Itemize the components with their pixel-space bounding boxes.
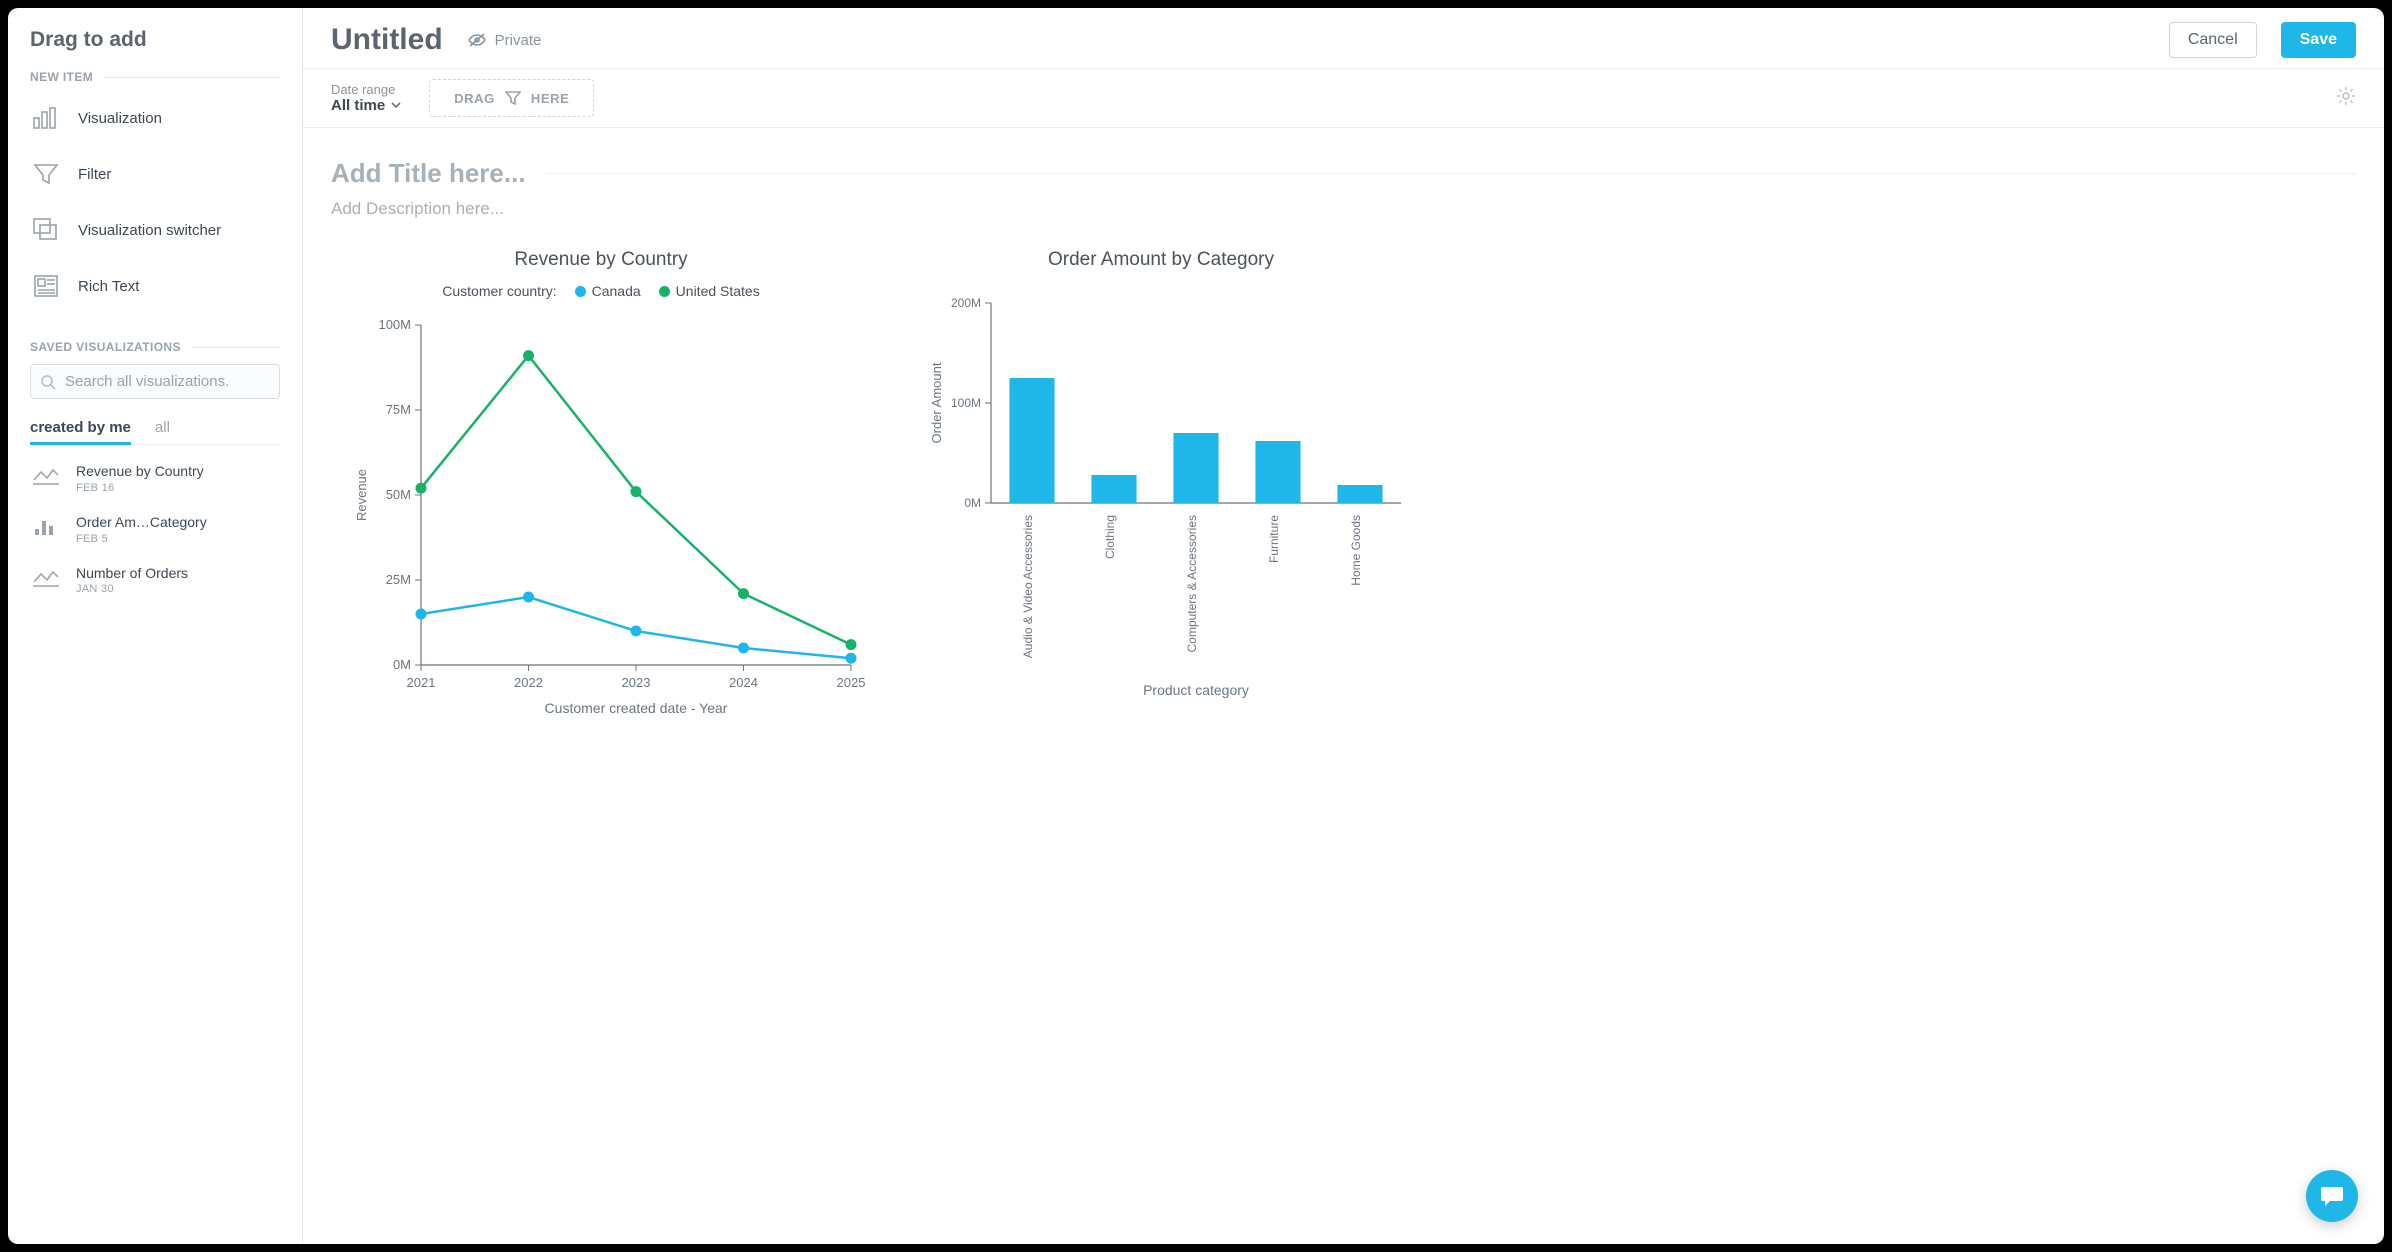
svg-text:2024: 2024 [729,675,758,690]
filter-drop-zone[interactable]: DRAG HERE [429,79,594,117]
search-icon [40,374,56,390]
new-item-richtext[interactable]: Rich Text [30,258,280,314]
saved-item[interactable]: Order Am…Category FEB 5 [30,504,280,555]
svg-text:100M: 100M [378,317,411,332]
saved-item-date: FEB 5 [76,533,207,545]
switcher-icon [32,216,60,244]
saved-item-title: Number of Orders [76,565,188,582]
search-input[interactable] [30,364,280,399]
svg-text:Computers & Accessories: Computers & Accessories [1185,515,1199,652]
main: Untitled Private Cancel Save Date range … [303,8,2384,1244]
chart-legend: Customer country: Canada United States [331,283,871,299]
tab-all[interactable]: all [155,413,170,445]
legend-item-canada: Canada [575,283,641,299]
new-item-viz-switcher[interactable]: Visualization switcher [30,202,280,258]
date-range-picker[interactable]: Date range All time [331,82,401,114]
new-item-label: Visualization [78,110,162,127]
saved-tabs: created by me all [30,413,280,445]
date-range-label: Date range [331,82,401,97]
svg-text:Furniture: Furniture [1267,515,1281,563]
sidebar: Drag to add NEW ITEM Visualization Filte… [8,8,303,1244]
legend-item-us: United States [659,283,760,299]
svg-text:Product category: Product category [1143,682,1249,698]
toolbar: Date range All time DRAG HERE [303,68,2384,128]
tab-created-by-me[interactable]: created by me [30,413,131,445]
drag-text-right: HERE [531,91,570,106]
svg-text:25M: 25M [386,572,411,587]
line-chart-svg: 0M 25M 50M 75M 100M 2021 2022 2023 2024 2025 Reven… [331,305,871,725]
new-item-filter[interactable]: Filter [30,146,280,202]
new-items-list: Visualization Filter Visualization switc… [30,90,280,314]
saved-item-title: Revenue by Country [76,463,204,480]
svg-text:100M: 100M [951,396,981,410]
sidebar-title: Drag to add [30,28,280,52]
eye-off-icon [467,32,487,48]
canvas: Add Title here... Add Description here..… [303,128,2384,1244]
chat-icon [2319,1183,2345,1209]
svg-text:0M: 0M [393,657,411,672]
new-item-label: Filter [78,166,111,183]
line-chart-icon [30,567,62,589]
document-title[interactable]: Untitled [331,23,443,57]
bar-chart-icon [32,104,60,132]
new-item-section-label: NEW ITEM [30,70,280,84]
chart-title: Revenue by Country [331,249,871,271]
line-chart-icon [30,465,62,487]
new-item-label: Rich Text [78,278,139,295]
svg-text:Clothing: Clothing [1103,515,1117,559]
search-wrap [30,364,280,399]
chart-title: Order Amount by Category [911,249,1411,271]
svg-text:Customer created date - Year: Customer created date - Year [545,700,728,716]
saved-section-label: SAVED VISUALIZATIONS [30,340,280,354]
bar-chart-svg: 0M 100M 200M Audio & Video Accessories Cloth… [911,283,1411,703]
settings-button[interactable] [2336,86,2356,111]
saved-item-date: JAN 30 [76,583,188,595]
svg-text:2025: 2025 [837,675,866,690]
drag-text-left: DRAG [454,91,495,106]
new-item-label: Visualization switcher [78,222,221,239]
cancel-button[interactable]: Cancel [2169,22,2257,58]
privacy-toggle[interactable]: Private [467,32,542,49]
svg-text:2021: 2021 [407,675,436,690]
saved-list: Revenue by Country FEB 16 Order Am…Categ… [30,453,280,605]
divider [546,173,2356,174]
funnel-small-icon [505,90,521,106]
svg-text:Order Amount: Order Amount [929,362,944,443]
legend-label: Customer country: [442,283,556,299]
svg-text:Home Goods: Home Goods [1349,515,1363,586]
help-fab[interactable] [2306,1170,2358,1222]
svg-text:50M: 50M [386,487,411,502]
chevron-down-icon [391,102,401,109]
app-root: Drag to add NEW ITEM Visualization Filte… [8,8,2384,1244]
funnel-icon [32,160,60,188]
svg-text:0M: 0M [964,496,981,510]
svg-text:75M: 75M [386,402,411,417]
privacy-label: Private [495,32,542,49]
chart-order-amount-by-category[interactable]: Order Amount by Category 0M 100M 200M Audio… [911,249,1411,730]
saved-item[interactable]: Revenue by Country FEB 16 [30,453,280,504]
saved-item-date: FEB 16 [76,482,204,494]
svg-text:2023: 2023 [622,675,651,690]
gear-icon [2336,86,2356,106]
date-range-value: All time [331,97,385,114]
charts-row: Revenue by Country Customer country: Can… [331,249,2356,730]
richtext-icon [32,272,60,300]
svg-text:Audio & Video Accessories: Audio & Video Accessories [1021,515,1035,658]
new-item-visualization[interactable]: Visualization [30,90,280,146]
bar-chart-small-icon [30,516,62,538]
chart-revenue-by-country[interactable]: Revenue by Country Customer country: Can… [331,249,871,730]
svg-text:2022: 2022 [514,675,543,690]
saved-item-title: Order Am…Category [76,514,207,531]
save-button[interactable]: Save [2281,22,2356,58]
card-title-input[interactable]: Add Title here... [331,158,526,189]
svg-text:200M: 200M [951,296,981,310]
card-description-input[interactable]: Add Description here... [331,199,2356,219]
saved-item[interactable]: Number of Orders JAN 30 [30,555,280,606]
svg-text:Revenue: Revenue [354,469,369,521]
header: Untitled Private Cancel Save [303,8,2384,68]
